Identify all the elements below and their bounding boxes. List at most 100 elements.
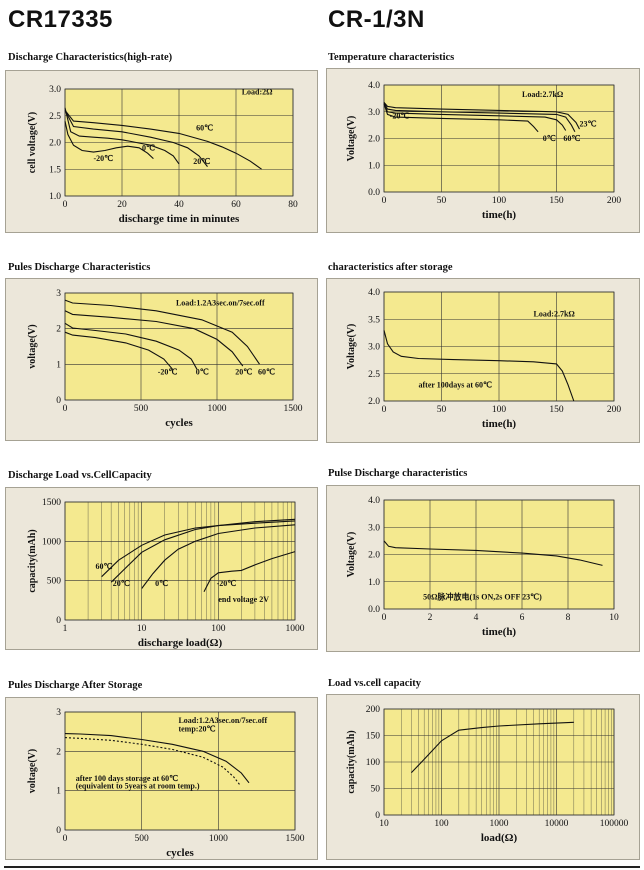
- y-tick-label: 2.0: [368, 135, 380, 145]
- y-axis-label: cell voltage(V): [27, 112, 38, 173]
- series-label: 0℃: [543, 134, 556, 143]
- x-tick-label: 1500: [284, 404, 303, 414]
- x-tick-label: 1000: [490, 819, 509, 829]
- chart-annotation: Load:2.7kΩ: [522, 90, 564, 99]
- x-axis-label: cycles: [166, 847, 194, 859]
- x-tick-label: 1000: [286, 624, 305, 634]
- chart-svg: 10 100 1000 10000 100000 0 50 100 150 200 load(Ω) c…: [346, 705, 629, 844]
- chart-svg: 0 50 100 150 200 0.0 1.0 2.0 3.0 4.0 time(h) Voltag…: [346, 81, 622, 221]
- y-tick-label: 1.5: [49, 165, 61, 175]
- y-tick-label: 2: [56, 747, 61, 757]
- chart-title: Discharge Load vs.CellCapacity: [8, 470, 152, 481]
- y-tick-label: 1000: [42, 537, 61, 547]
- chart-title: characteristics after storage: [328, 262, 453, 273]
- y-tick-label: 150: [366, 732, 381, 742]
- series-label: -20℃: [94, 154, 114, 163]
- x-tick-label: 2: [428, 613, 433, 623]
- y-axis-label: voltage(V): [27, 749, 38, 793]
- chart-title: Load vs.cell capacity: [328, 678, 422, 689]
- series-line: [64, 110, 208, 167]
- grid: [64, 711, 296, 831]
- chart-title: Pules Discharge After Storage: [8, 680, 143, 691]
- y-tick-label: 3.0: [368, 523, 380, 533]
- series-label: -20℃: [158, 367, 178, 376]
- x-axis-label: time(h): [482, 209, 517, 221]
- y-tick-label: 0.0: [368, 605, 380, 615]
- series-line: [110, 518, 296, 583]
- y-tick-label: 1.0: [368, 578, 380, 588]
- footer-divider: [4, 866, 640, 868]
- y-tick-label: 0: [375, 811, 380, 821]
- chart-annotation: Load:2.7kΩ: [534, 310, 576, 319]
- x-tick-label: 500: [134, 404, 149, 414]
- chart-title: Discharge Characteristics(high-rate): [8, 52, 173, 63]
- y-tick-label: 3.0: [368, 343, 380, 353]
- x-axis-label: time(h): [482, 418, 517, 430]
- series-line: [64, 322, 198, 370]
- series-line: [383, 330, 575, 402]
- chart-svg: 0 20 40 60 80 1.0 1.5 2.0 2.5 3.0 discharge time i…: [27, 85, 298, 225]
- y-axis-label: Voltage(V): [346, 116, 357, 162]
- x-tick-label: 100000: [600, 819, 629, 829]
- chart-svg: 0 500 1000 1500 0 1 2 3 cycles voltage(V) -20℃ 0℃ 20…: [27, 289, 303, 429]
- y-tick-label: 50: [371, 785, 381, 795]
- y-tick-label: 3.0: [49, 85, 61, 95]
- series-label: 20℃: [235, 367, 252, 376]
- series-line: [411, 721, 574, 773]
- chart-svg: 0 2 4 6 8 10 0.0 1.0 2.0 3.0 4.0 time(h) Voltage(V) 5…: [346, 496, 619, 638]
- y-axis-label: capacity(mAh): [27, 529, 38, 592]
- series-label: 20℃: [113, 579, 130, 588]
- series-label: 60℃: [258, 367, 275, 376]
- x-tick-label: 150: [549, 405, 564, 415]
- x-tick-label: 1: [63, 624, 68, 634]
- y-tick-label: 3.5: [368, 315, 380, 325]
- y-tick-label: 1: [56, 360, 61, 370]
- x-tick-label: 500: [135, 834, 150, 844]
- y-axis-label: Voltage(V): [346, 324, 357, 370]
- x-axis-label: discharge time in minutes: [119, 213, 240, 225]
- plot-area: [64, 292, 294, 401]
- x-tick-label: 200: [607, 405, 622, 415]
- y-tick-label: 0: [56, 616, 61, 626]
- chart-svg: 0 500 1000 1500 0 1 2 3 cycles voltage(V) Load:1.2…: [27, 708, 305, 859]
- y-tick-label: 3: [56, 289, 61, 299]
- y-axis-label: capacity(mAh): [346, 730, 357, 793]
- series-label: -20℃: [217, 579, 237, 588]
- series-line: [64, 737, 241, 786]
- y-tick-label: 1: [56, 787, 61, 797]
- series-line: [64, 331, 174, 371]
- chart-title: Pulse Discharge characteristics: [328, 468, 468, 479]
- y-tick-label: 2.5: [368, 370, 380, 380]
- y-tick-label: 200: [366, 705, 381, 715]
- grid: [383, 291, 615, 402]
- x-tick-label: 80: [288, 200, 298, 210]
- y-tick-label: 0: [56, 826, 61, 836]
- series-line: [64, 107, 180, 165]
- series-line: [383, 103, 539, 133]
- y-tick-label: 100: [366, 758, 381, 768]
- x-tick-label: 100: [492, 405, 507, 415]
- series-label: 23℃: [580, 119, 597, 128]
- y-tick-label: 2.0: [49, 139, 61, 149]
- x-tick-label: 100: [211, 624, 226, 634]
- x-tick-label: 0: [382, 405, 387, 415]
- series-line: [383, 103, 567, 131]
- y-axis-label: voltage(V): [27, 324, 38, 368]
- y-axis-label: Voltage(V): [346, 532, 357, 578]
- x-tick-label: 50: [437, 405, 447, 415]
- chart-panel: 0 50 100 150 200 2.0 2.5 3.0 3.5 4.0 time(h) Voltag…: [326, 278, 640, 443]
- y-tick-label: 2: [56, 325, 61, 335]
- series-label: 60℃: [563, 134, 580, 143]
- model-title-cr17335: CR17335: [8, 6, 113, 33]
- x-tick-label: 200: [607, 196, 622, 206]
- series-line: [64, 733, 250, 784]
- chart-panel: 0 500 1000 1500 0 1 2 3 cycles voltage(V) Load:1.2…: [5, 697, 318, 860]
- series-line: [64, 310, 244, 367]
- grid: [383, 84, 615, 193]
- x-tick-label: 8: [566, 613, 571, 623]
- x-tick-label: 150: [549, 196, 564, 206]
- x-tick-label: 20: [117, 200, 127, 210]
- x-tick-label: 1000: [209, 834, 228, 844]
- chart-panel: 0 500 1000 1500 0 1 2 3 cycles voltage(V) -20℃ 0℃ 20…: [5, 278, 318, 441]
- y-tick-label: 500: [47, 577, 62, 587]
